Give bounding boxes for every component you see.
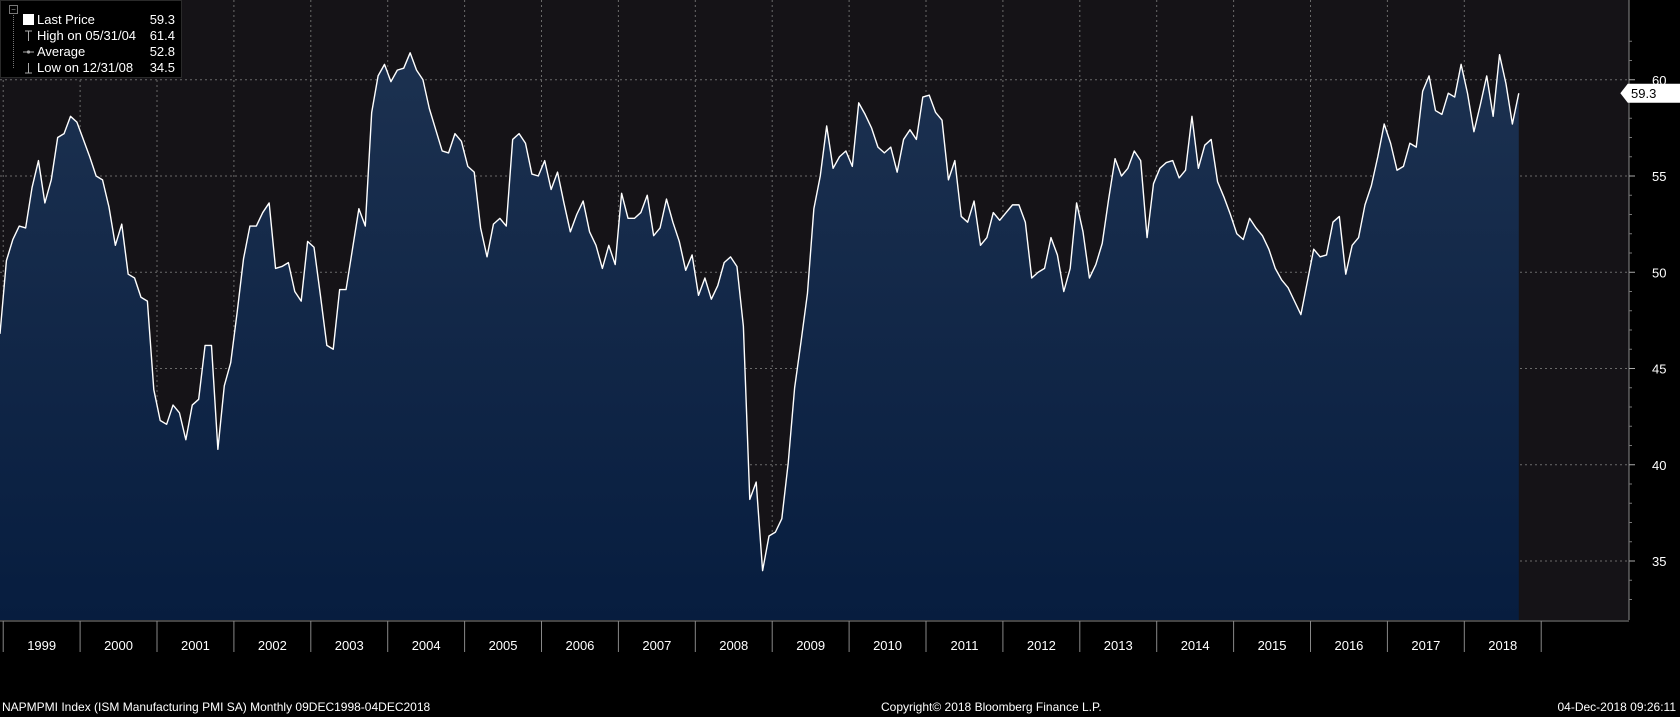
pmi-line — [0, 52, 1520, 572]
x-tick-label: 2009 — [796, 638, 825, 653]
legend-row-low: Low on 12/31/08 34.5 — [1, 60, 181, 76]
low-marker-icon — [23, 62, 34, 74]
x-tick-label: 1999 — [27, 638, 56, 653]
legend-value: 61.4 — [149, 28, 175, 43]
y-tick-label: 35 — [1652, 554, 1666, 569]
legend-label: Last Price — [37, 12, 95, 27]
average-marker-icon — [23, 46, 34, 57]
x-tick-label: 2005 — [489, 638, 518, 653]
legend-row-average: Average 52.8 — [1, 44, 181, 60]
y-tick-label: 55 — [1652, 169, 1666, 184]
high-marker-icon — [23, 30, 34, 41]
last-price-swatch-icon — [23, 14, 34, 25]
y-axis-panel — [1629, 0, 1680, 667]
x-tick-label: 2017 — [1411, 638, 1440, 653]
last-price-marker: 59.3 — [1620, 83, 1680, 103]
legend-row-last-price: Last Price 59.3 — [1, 12, 181, 28]
footer-ticker-description: NAPMPMI Index (ISM Manufacturing PMI SA)… — [2, 700, 431, 714]
legend-row-high: High on 05/31/04 61.4 — [1, 28, 181, 44]
footer-timestamp: 04-Dec-2018 09:26:11 — [1557, 700, 1676, 714]
y-tick-label: 40 — [1652, 458, 1666, 473]
y-tick-label: 50 — [1652, 265, 1666, 280]
legend: − Last Price 59.3 High on 05/31/04 61.4 … — [0, 0, 182, 78]
x-tick-label: 2006 — [565, 638, 594, 653]
x-tick-label: 2007 — [642, 638, 671, 653]
legend-label: Average — [37, 44, 86, 59]
x-tick-label: 2004 — [412, 638, 441, 653]
legend-value: 52.8 — [149, 44, 175, 59]
legend-label: Low on 12/31/08 — [37, 60, 134, 75]
x-tick-label: 2002 — [258, 638, 287, 653]
legend-label: High on 05/31/04 — [37, 28, 137, 43]
last-price-tag-text: 59.3 — [1631, 86, 1656, 101]
x-tick-label: 2001 — [181, 638, 210, 653]
pmi-area — [0, 52, 1519, 621]
footer-copyright: Copyright© 2018 Bloomberg Finance L.P. — [881, 700, 1102, 714]
legend-value: 34.5 — [149, 60, 175, 75]
x-tick-label: 2012 — [1027, 638, 1056, 653]
x-tick-label: 2016 — [1334, 638, 1363, 653]
x-tick-label: 2003 — [335, 638, 364, 653]
x-tick-label: 2015 — [1258, 638, 1287, 653]
x-tick-label: 2008 — [719, 638, 748, 653]
legend-tree-line — [13, 13, 14, 68]
x-tick-label: 2010 — [873, 638, 902, 653]
x-tick-label: 2014 — [1181, 638, 1210, 653]
x-tick-label: 2018 — [1488, 638, 1517, 653]
x-axis-band — [0, 620, 1629, 667]
legend-value: 59.3 — [149, 12, 175, 27]
y-tick-label: 45 — [1652, 362, 1666, 377]
x-tick-label: 2011 — [950, 638, 978, 653]
x-tick-label: 2013 — [1104, 638, 1133, 653]
last-price-tag — [1620, 83, 1680, 103]
x-tick-label: 2000 — [104, 638, 133, 653]
